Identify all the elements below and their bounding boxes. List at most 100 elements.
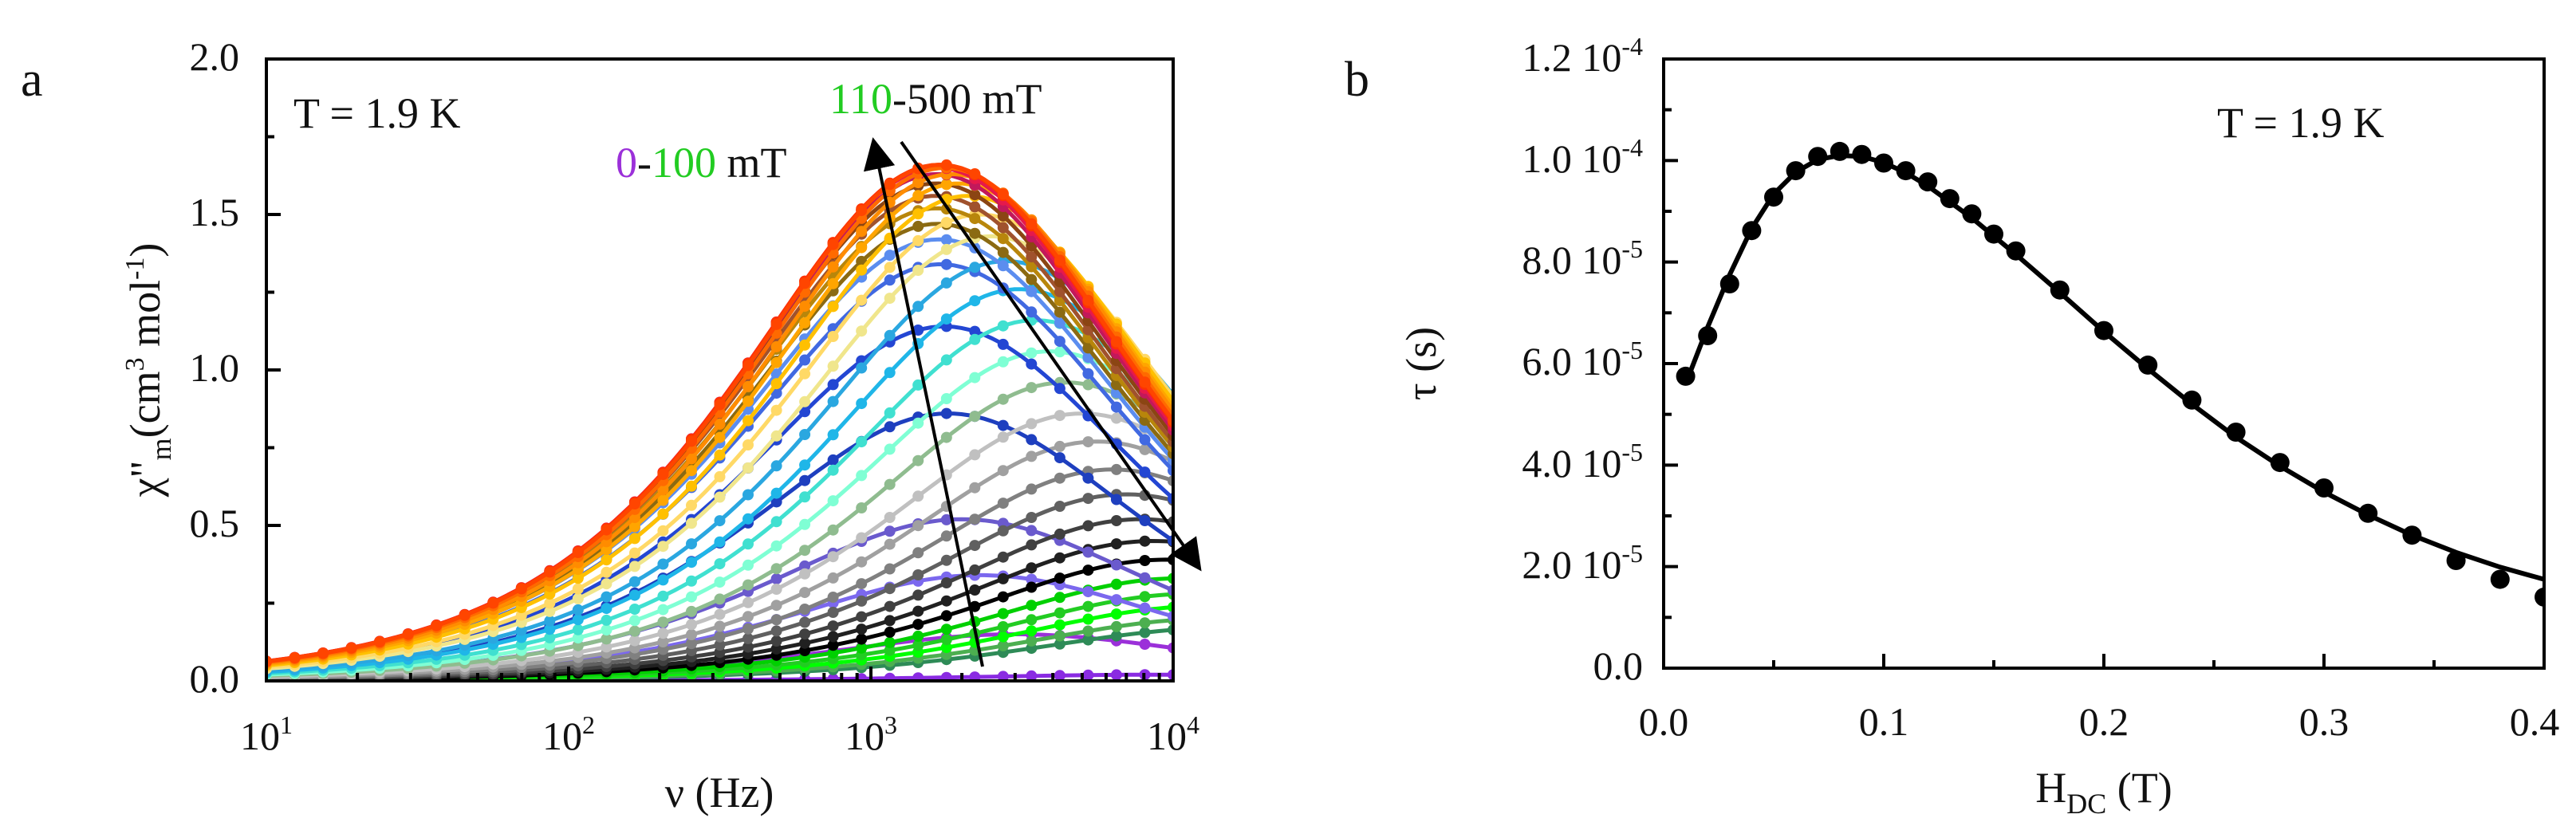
panel-a-data-point — [799, 568, 811, 580]
panel-a-data-point — [1026, 347, 1038, 359]
panel-a-data-point — [742, 462, 754, 474]
panel-a-data-point — [969, 564, 981, 576]
panel-a-data-point — [544, 615, 556, 627]
panel-a-data-point — [742, 360, 754, 372]
panel-a-data-point — [1139, 443, 1151, 455]
panel-a-data-point — [912, 301, 924, 313]
panel-a-data-point — [1054, 619, 1065, 631]
panel-a-data-point — [714, 639, 726, 651]
panel-b-ytick-mant: 0.0 — [1593, 643, 1644, 688]
panel-a-data-point — [1082, 294, 1094, 306]
panel-a-data-point — [799, 628, 811, 640]
panel-a-data-point — [940, 179, 952, 191]
panel-a-data-point — [969, 449, 981, 461]
panel-a-data-point — [770, 516, 782, 528]
panel-a-data-point — [1026, 600, 1038, 612]
panel-a-xtick-label: 101 — [240, 710, 293, 758]
panel-b-ytick-mant: 2.0 10 — [1522, 542, 1621, 587]
panel-a-data-point — [714, 515, 726, 527]
panel-a-data-point — [1110, 401, 1122, 413]
panel-a-data-point — [686, 629, 697, 640]
panel-a-data-point — [940, 623, 952, 635]
panel-a-data-point — [1082, 600, 1094, 612]
panel-a-data-point — [1026, 251, 1038, 263]
panel-b-data-point — [2270, 453, 2290, 473]
low-field-dash: - — [637, 139, 652, 187]
panel-a-data-point — [742, 611, 754, 623]
panel-a-data-point — [827, 631, 839, 643]
panel-b-data-point — [1719, 274, 1739, 293]
panel-b-ytick-mant: 4.0 10 — [1522, 441, 1621, 486]
panel-a-data-point — [742, 415, 754, 427]
panel-a-data-point — [1139, 515, 1151, 526]
panel-a-data-point — [742, 489, 754, 501]
panel-a-data-point — [657, 558, 669, 570]
panel-a-data-point — [884, 179, 896, 191]
panel-b-fit-line — [1683, 152, 2544, 582]
panel-a-data-point — [1026, 614, 1038, 626]
panel-a-data-point — [940, 159, 952, 171]
panel-b-ytick-mant: 1.2 10 — [1522, 35, 1621, 80]
panel-a-ylabel-main: χ" — [121, 460, 169, 498]
panel-b-data-point — [2358, 503, 2378, 523]
panel-a-data-point — [884, 262, 896, 273]
panel-b-ylabel: τ (s) — [1397, 327, 1445, 400]
panel-a-ytick-label: 1.5 — [190, 190, 240, 234]
panel-a-data-point — [884, 636, 896, 648]
panel-a-data-point — [686, 480, 697, 492]
panel-a-data-point — [997, 419, 1009, 431]
panel-b-ytick-label: 1.0 10-4 — [1522, 133, 1643, 181]
panel-a-data-point — [601, 524, 612, 536]
panel-a-data-point — [912, 417, 924, 429]
panel-a-data-point — [1110, 630, 1122, 642]
panel-b-data-point — [1984, 224, 2003, 244]
panel-a-data-point — [997, 210, 1009, 222]
panel-b-data-point — [1786, 161, 1806, 181]
panel-a-data-point — [742, 623, 754, 635]
panel-b-data-point — [2402, 525, 2422, 545]
panel-a-data-point — [997, 465, 1009, 477]
panel-a-data-point — [969, 411, 981, 423]
panel-a-data-point — [657, 627, 669, 639]
panel-a-data-point — [940, 577, 952, 588]
panel-b-ytick-exp: -5 — [1621, 438, 1643, 466]
panel-a-data-point — [1110, 336, 1122, 348]
panel-a-data-point — [1026, 306, 1038, 318]
panel-a-data-point — [289, 652, 301, 663]
panel-a-data-point — [628, 561, 640, 572]
panel-b-data-point — [1962, 204, 1982, 224]
panel-a-data-point — [1110, 620, 1122, 632]
panel-a-temperature-annotation: T = 1.9 K — [293, 89, 460, 137]
panel-a-xtick-exp: 3 — [884, 710, 897, 739]
panel-a-data-point — [515, 624, 527, 636]
panel-a-data-point — [1082, 546, 1094, 558]
panel-a-data-point — [628, 576, 640, 588]
panel-a-data-point — [515, 583, 527, 595]
panel-a-data-point — [686, 638, 697, 650]
panel-a-data-point — [1026, 562, 1038, 574]
panel-a-data-point — [459, 609, 471, 621]
panel-a-data-point — [628, 615, 640, 627]
panel-a-data-point — [686, 591, 697, 603]
panel-a-data-point — [487, 597, 499, 609]
panel-a-data-point — [827, 572, 839, 584]
panel-a-high-field-annotation: 110-500 mT — [829, 75, 1042, 123]
panel-b-xtick-label: 0.1 — [1859, 699, 1909, 744]
panel-b-plot-group — [1676, 141, 2544, 607]
panel-a-data-point — [799, 616, 811, 628]
panel-a-data-point — [374, 636, 386, 647]
panel-a-ylabel: χ"m(cm3 mol-1) — [120, 243, 177, 498]
panel-a-data-point — [912, 490, 924, 502]
panel-a-xtick-exp: 4 — [1187, 710, 1199, 739]
panel-a-data-point — [799, 518, 811, 530]
panel-a-data-point — [827, 607, 839, 618]
panel-a-data-point — [742, 380, 754, 392]
panel-a-data-point — [856, 623, 868, 635]
panel-a-data-point — [940, 554, 952, 566]
panel-b-data-point — [2182, 390, 2202, 410]
panel-a-data-point — [1054, 410, 1065, 422]
panel-a-data-point — [997, 356, 1009, 368]
panel-a-data-point — [884, 538, 896, 550]
panel-a-data-point — [714, 576, 726, 588]
